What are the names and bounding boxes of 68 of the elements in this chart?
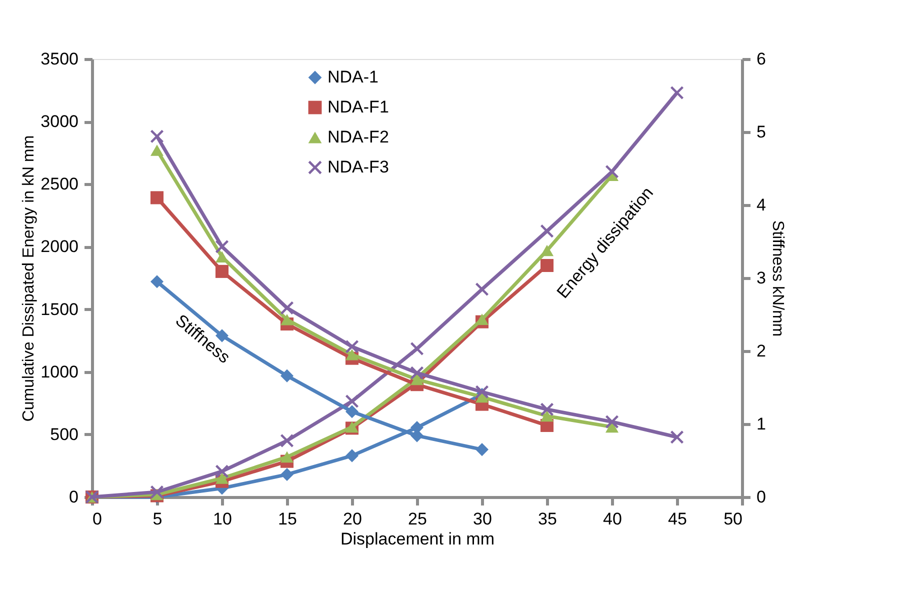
point [345,405,359,418]
x-tick-label: 30 [473,510,492,528]
point [540,244,554,256]
y-tick-label: 1500 [40,300,78,319]
y-tick-label: 3500 [40,50,78,68]
point [475,282,489,296]
point [280,301,294,314]
y2-tick-label: 5 [756,122,766,142]
point [345,349,359,360]
point [410,342,424,356]
point [150,275,164,288]
y-axis-title: Cumulative Dissipated Energy in kN mm [20,135,38,422]
point [150,144,164,156]
point [540,258,554,272]
point [215,264,229,278]
point [280,369,294,382]
y-tick-label: 1000 [40,362,78,382]
y2-tick-label: 1 [756,414,766,434]
legend-label: NDA-1 [328,68,379,86]
point [280,468,294,481]
point [280,434,294,448]
point [670,86,684,100]
x-tick-label: 40 [603,510,622,528]
point [280,314,294,326]
point [540,224,554,238]
y2-tick-label: 0 [756,488,766,506]
legend-label: NDA-F2 [328,128,389,146]
x-tick-label: 20 [343,510,362,528]
x-tick-label: 50 [724,510,742,528]
y-tick-label: 2500 [40,174,78,194]
point [150,485,164,499]
point [605,415,619,428]
legend-label: NDA-F3 [328,158,389,176]
x-tick-label: 25 [408,510,427,528]
point [475,443,489,456]
point [150,191,164,204]
x-axis-title: Displacement in mm [340,530,494,548]
x-tick-label: 45 [668,510,687,528]
point [540,410,554,422]
point [215,251,229,262]
legend-label: NDA-F1 [328,98,389,116]
point [475,385,489,398]
y2-tick-label: 6 [756,50,766,68]
y2-tick-label: 3 [756,268,766,288]
point [540,402,554,416]
point [410,366,424,380]
point [345,449,359,462]
point [215,464,229,478]
y-tick-label: 0 [69,488,78,506]
point [605,165,619,178]
point [345,340,359,354]
x-tick-label: 10 [213,510,232,528]
point [345,394,359,408]
x-tick-label: 35 [538,510,557,528]
y2-tick-label: 4 [756,196,766,214]
y2-tick-label: 2 [756,342,766,360]
y2-axis-title: Stiffness kN/mm [768,220,786,337]
point [670,430,684,444]
point [150,130,164,143]
point [215,240,229,254]
y-tick-label: 3000 [40,112,78,132]
y-tick-label: 500 [50,424,78,444]
x-tick-label: 15 [278,510,297,528]
point [280,451,294,463]
y-tick-label: 2000 [40,237,78,256]
point [215,472,229,484]
x-tick-label: 5 [152,510,162,528]
x-tick-label: 0 [92,510,102,528]
